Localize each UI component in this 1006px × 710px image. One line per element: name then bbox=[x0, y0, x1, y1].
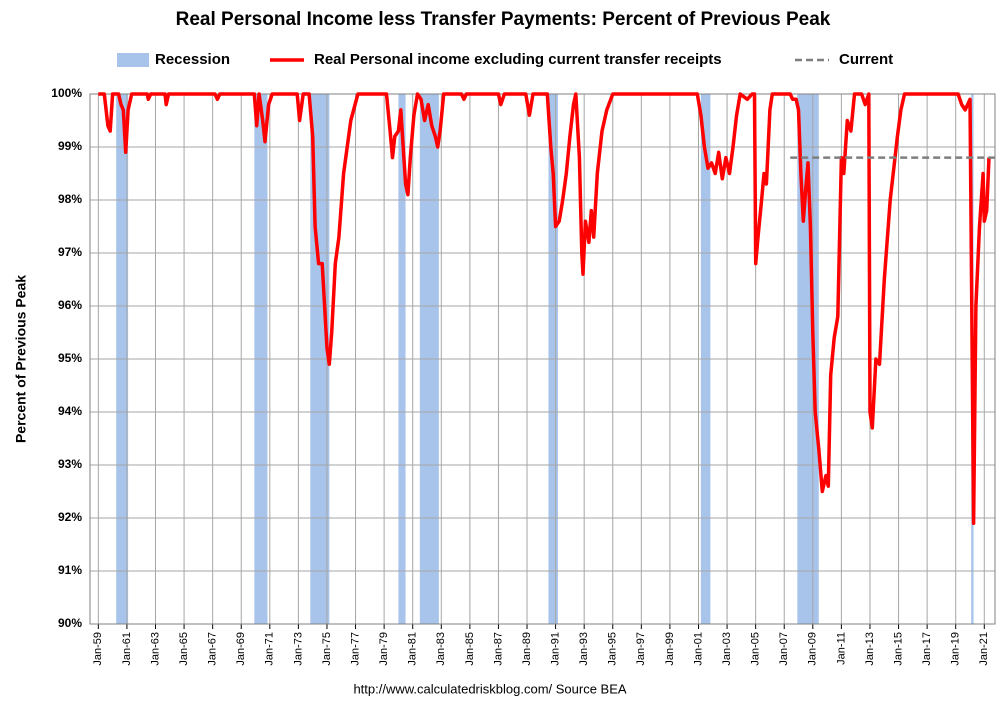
x-tick-label: Jan-91 bbox=[550, 632, 562, 666]
x-tick-label: Jan-81 bbox=[407, 632, 419, 666]
y-tick-label: 95% bbox=[58, 351, 82, 365]
x-tick-label: Jan-79 bbox=[378, 632, 390, 666]
x-tick-label: Jan-59 bbox=[92, 632, 104, 666]
x-tick-label: Jan-11 bbox=[835, 632, 847, 665]
y-tick-label: 100% bbox=[51, 86, 82, 100]
legend-label: Current bbox=[839, 51, 893, 68]
x-tick-label: Jan-93 bbox=[578, 632, 590, 666]
x-tick-label: Jan-19 bbox=[950, 632, 962, 666]
x-tick-label: Jan-69 bbox=[235, 632, 247, 666]
x-tick-label: Jan-01 bbox=[692, 632, 704, 666]
source-note: http://www.calculatedriskblog.com/ Sourc… bbox=[353, 681, 626, 696]
y-tick-label: 90% bbox=[58, 616, 82, 630]
x-tick-label: Jan-61 bbox=[121, 632, 133, 666]
x-tick-label: Jan-09 bbox=[807, 632, 819, 666]
x-tick-label: Jan-63 bbox=[149, 632, 161, 666]
x-tick-label: Jan-05 bbox=[750, 632, 762, 666]
x-tick-label: Jan-15 bbox=[892, 632, 904, 666]
legend-swatch bbox=[117, 53, 149, 67]
x-tick-label: Jan-03 bbox=[721, 632, 733, 666]
legend-label: Recession bbox=[155, 51, 230, 68]
x-tick-label: Jan-13 bbox=[864, 632, 876, 666]
x-tick-label: Jan-99 bbox=[664, 632, 676, 666]
chart-title: Real Personal Income less Transfer Payme… bbox=[176, 9, 831, 30]
x-tick-label: Jan-97 bbox=[635, 632, 647, 666]
y-tick-label: 98% bbox=[58, 192, 82, 206]
y-tick-label: 97% bbox=[58, 245, 82, 259]
x-tick-label: Jan-89 bbox=[521, 632, 533, 666]
x-tick-label: Jan-71 bbox=[264, 632, 276, 666]
x-tick-label: Jan-07 bbox=[778, 632, 790, 666]
x-tick-label: Jan-65 bbox=[178, 632, 190, 666]
legend-label: Real Personal income excluding current t… bbox=[314, 51, 722, 68]
y-tick-label: 96% bbox=[58, 298, 82, 312]
y-tick-label: 92% bbox=[58, 510, 82, 524]
x-tick-label: Jan-17 bbox=[921, 632, 933, 666]
x-tick-label: Jan-73 bbox=[292, 632, 304, 666]
x-tick-label: Jan-75 bbox=[321, 632, 333, 666]
y-tick-label: 93% bbox=[58, 457, 82, 471]
x-tick-label: Jan-77 bbox=[349, 632, 361, 666]
x-tick-label: Jan-21 bbox=[978, 632, 990, 666]
y-tick-label: 94% bbox=[58, 404, 82, 418]
x-tick-label: Jan-67 bbox=[207, 632, 219, 666]
y-tick-label: 91% bbox=[58, 563, 82, 577]
y-axis-label: Percent of Previous Peak bbox=[13, 275, 29, 443]
y-tick-label: 99% bbox=[58, 139, 82, 153]
x-tick-label: Jan-83 bbox=[435, 632, 447, 666]
x-tick-label: Jan-95 bbox=[607, 632, 619, 666]
x-tick-label: Jan-85 bbox=[464, 632, 476, 666]
data-line bbox=[98, 92, 991, 526]
x-tick-label: Jan-87 bbox=[492, 632, 504, 666]
